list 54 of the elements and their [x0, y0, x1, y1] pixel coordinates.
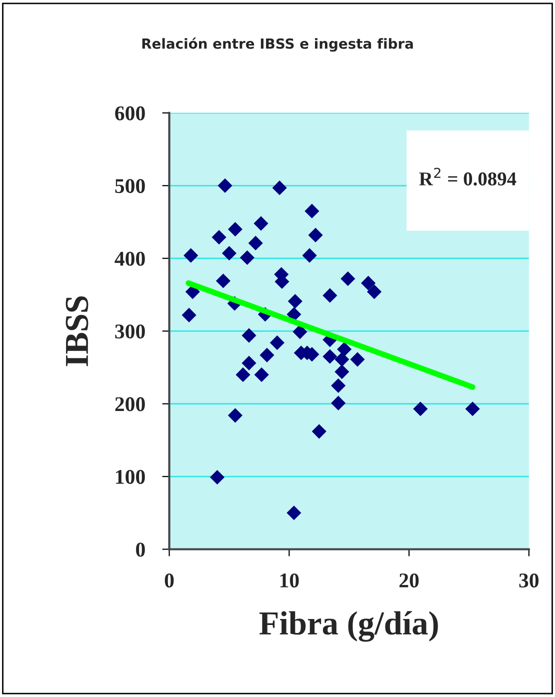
- point: [334, 364, 350, 380]
- point: [322, 288, 338, 303]
- point: [236, 367, 250, 382]
- point: [292, 324, 308, 340]
- y-tick-label: 400: [114, 252, 145, 266]
- point: [212, 230, 226, 245]
- y-tick-label: 100: [116, 470, 145, 484]
- annotation: R$^{2}$ = 0.0894: [419, 168, 516, 186]
- point: [465, 402, 480, 416]
- point: [184, 248, 198, 263]
- point: [366, 284, 382, 300]
- point: [222, 246, 236, 261]
- point: [254, 367, 269, 382]
- point: [182, 308, 196, 322]
- chart-title: Relación entre IBSS e ingesta fibra: [142, 38, 413, 52]
- x-tick-label: 20: [399, 573, 419, 588]
- point: [334, 352, 350, 367]
- point: [242, 328, 256, 343]
- point: [331, 396, 346, 410]
- point: [228, 408, 242, 423]
- point: [286, 506, 302, 520]
- point: [210, 470, 225, 485]
- y-tick-label: 500: [115, 179, 145, 194]
- point: [340, 271, 356, 286]
- point: [218, 178, 232, 193]
- x-tick-label: 0: [164, 573, 174, 588]
- x-tick-label: 10: [280, 573, 299, 588]
- y-axis-title: IBSS: [66, 296, 88, 366]
- point: [254, 216, 268, 231]
- point: [242, 356, 256, 370]
- point: [272, 180, 287, 196]
- x-axis-title: Fibra (g/día): [259, 611, 438, 642]
- point: [260, 348, 274, 362]
- point: [288, 294, 302, 309]
- point: [413, 402, 428, 416]
- point: [337, 342, 352, 357]
- y-tick-label: 600: [115, 106, 145, 120]
- point: [322, 349, 338, 364]
- point: [308, 228, 323, 242]
- point: [360, 276, 376, 290]
- point: [350, 352, 365, 367]
- point: [248, 236, 263, 250]
- x-tick-label: 30: [519, 573, 539, 588]
- y-tick-label: 300: [115, 324, 145, 339]
- y-tick-label: 0: [136, 542, 145, 557]
- point: [240, 250, 254, 265]
- point: [331, 378, 346, 393]
- point: [228, 222, 242, 237]
- point: [304, 204, 320, 218]
- y-tick-label: 200: [115, 397, 145, 412]
- point: [216, 274, 231, 288]
- point: [312, 424, 326, 439]
- point: [270, 335, 284, 350]
- point: [302, 248, 317, 263]
